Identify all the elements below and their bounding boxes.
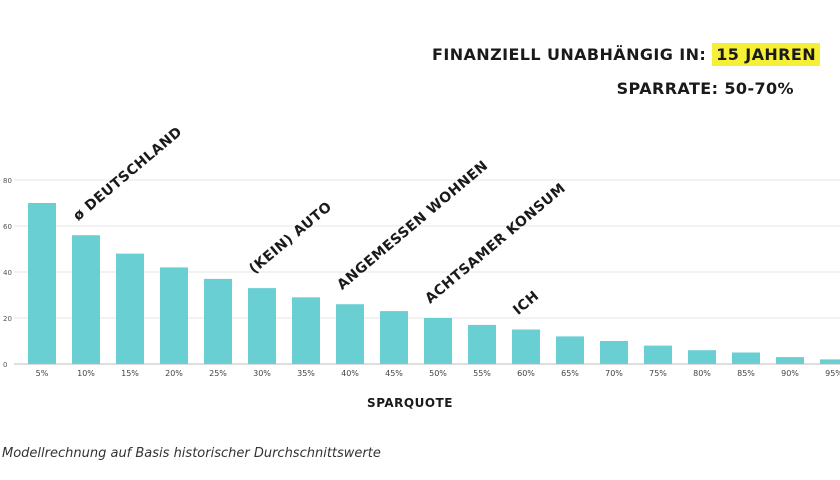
x-tick-label: 25% bbox=[209, 369, 227, 378]
bar bbox=[424, 318, 452, 364]
bar bbox=[820, 359, 840, 364]
headline-highlight: 15 JAHREN bbox=[712, 43, 820, 66]
bar bbox=[28, 203, 56, 364]
bar bbox=[556, 336, 584, 364]
bar bbox=[600, 341, 628, 364]
x-tick-label: 30% bbox=[253, 369, 271, 378]
savings-quota-bar-chart: 0 20 40 60 80 5% 10% 15% 20% 25% 30% 35% 40% 45% 50% 55… bbox=[3, 124, 840, 410]
x-tick-label: 20% bbox=[165, 369, 183, 378]
y-tick-label: 0 bbox=[3, 361, 7, 369]
x-tick-label: 75% bbox=[649, 369, 667, 378]
x-tick-label: 60% bbox=[517, 369, 535, 378]
bar bbox=[248, 288, 276, 364]
headline: FINANZIELL UNABHÄNGIG IN: 15 JAHREN bbox=[432, 43, 820, 66]
y-tick-label: 60 bbox=[3, 223, 12, 231]
savings-rate-subline: SPARRATE: 50-70% bbox=[616, 79, 794, 98]
bar-annotation: (KEIN) AUTO bbox=[246, 199, 335, 277]
x-tick-label: 45% bbox=[385, 369, 403, 378]
y-tick-label: 40 bbox=[3, 269, 12, 277]
x-tick-label: 80% bbox=[693, 369, 711, 378]
y-tick-label: 20 bbox=[3, 315, 12, 323]
y-tick-label: 80 bbox=[3, 177, 12, 185]
x-tick-label: 85% bbox=[737, 369, 755, 378]
x-tick-label: 50% bbox=[429, 369, 447, 378]
bar bbox=[512, 329, 540, 364]
bar bbox=[468, 324, 496, 364]
x-tick-label: 90% bbox=[781, 369, 799, 378]
bar bbox=[292, 297, 320, 364]
bar-annotation: ICH bbox=[510, 288, 542, 319]
bar-annotation: ø DEUTSCHLAND bbox=[70, 124, 185, 224]
bar bbox=[380, 311, 408, 364]
bar bbox=[732, 352, 760, 364]
x-tick-label: 55% bbox=[473, 369, 491, 378]
x-tick-label: 10% bbox=[77, 369, 95, 378]
x-tick-label: 65% bbox=[561, 369, 579, 378]
bar bbox=[688, 350, 716, 364]
x-axis-label: SPARQUOTE bbox=[367, 396, 453, 410]
bar bbox=[336, 304, 364, 364]
bar bbox=[116, 253, 144, 364]
bar bbox=[776, 357, 804, 364]
x-tick-label: 40% bbox=[341, 369, 359, 378]
x-tick-label: 15% bbox=[121, 369, 139, 378]
x-tick-label: 95% bbox=[825, 369, 840, 378]
bar bbox=[72, 235, 100, 364]
bar bbox=[160, 267, 188, 364]
x-tick-label: 35% bbox=[297, 369, 315, 378]
bar bbox=[204, 278, 232, 364]
bar bbox=[644, 345, 672, 364]
footnote: Modellrechnung auf Basis historischer Du… bbox=[2, 446, 381, 461]
x-tick-label: 5% bbox=[36, 369, 49, 378]
x-tick-label: 70% bbox=[605, 369, 623, 378]
headline-prefix: FINANZIELL UNABHÄNGIG IN: bbox=[432, 45, 707, 64]
